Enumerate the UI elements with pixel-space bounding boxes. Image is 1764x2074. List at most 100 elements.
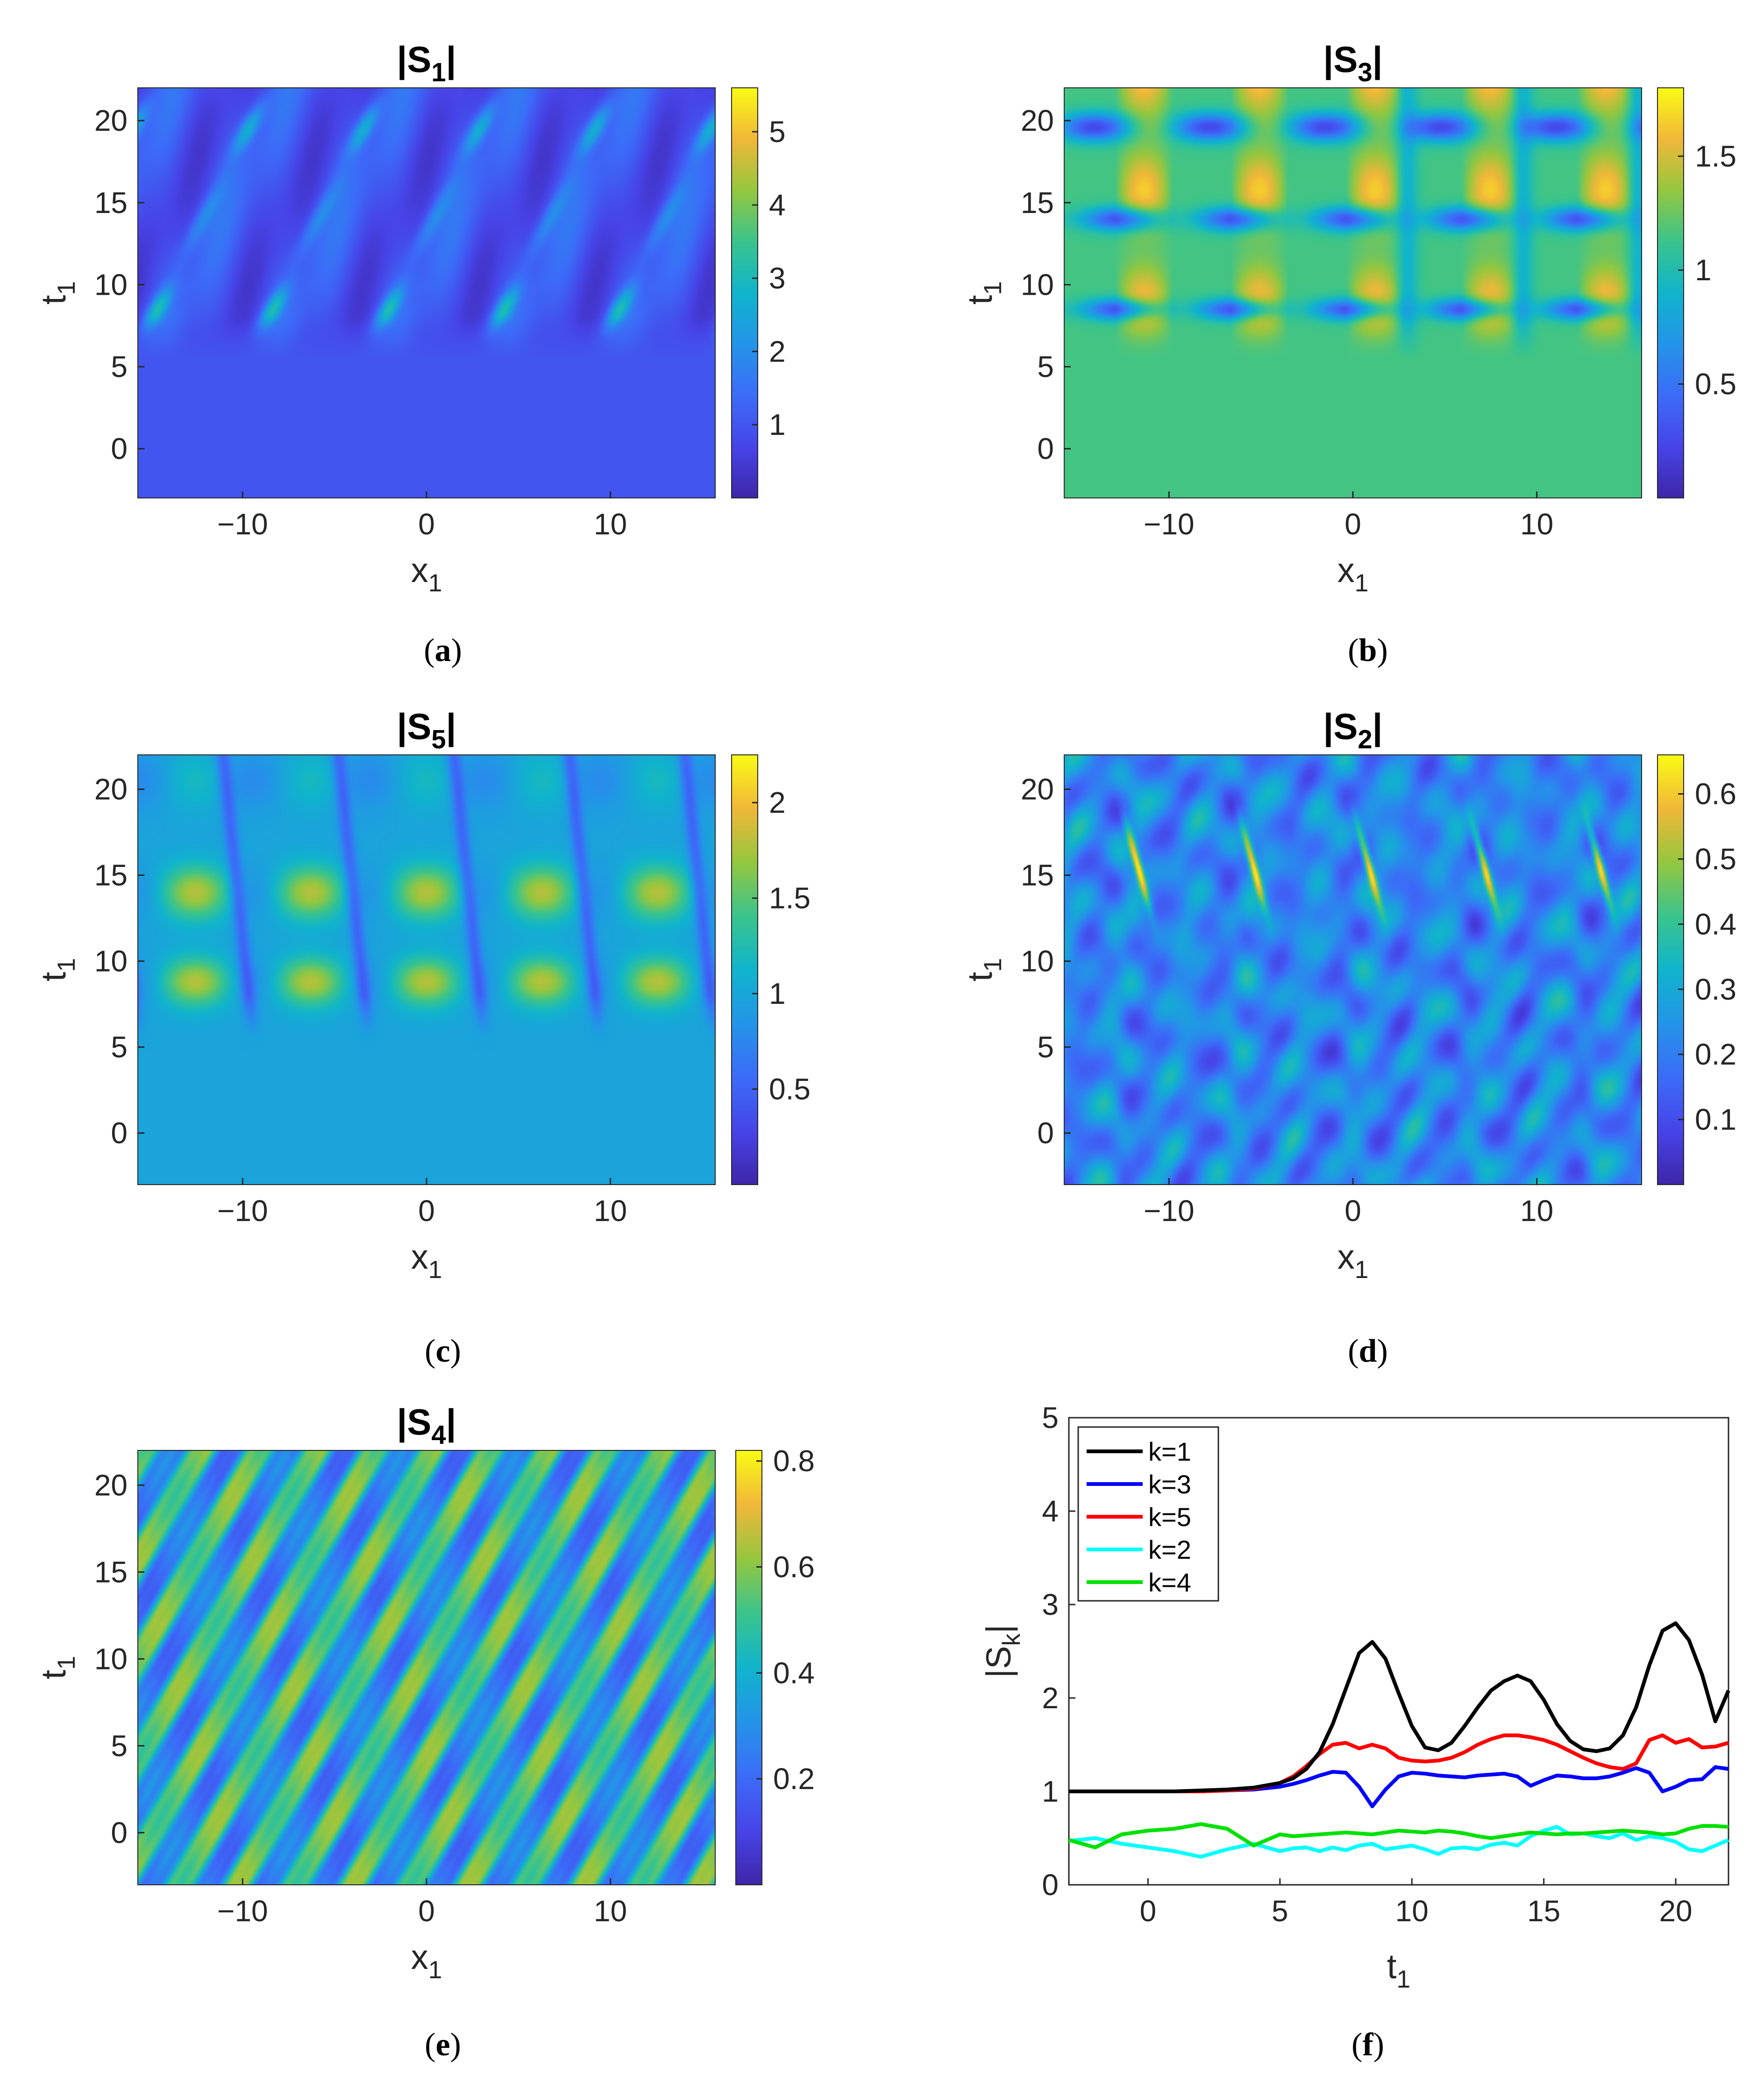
- y-axis-label: t1: [34, 958, 80, 981]
- panel-caption: (f): [1351, 2027, 1384, 2063]
- x-axis-label: x1: [1337, 551, 1369, 597]
- x-tick-label: 10: [594, 1894, 627, 1928]
- x-axis-label: x1: [411, 1237, 442, 1284]
- colorbar-tick-label: 0.6: [1695, 777, 1736, 811]
- x-tick-label: −10: [217, 1194, 268, 1228]
- colorbar: [735, 1450, 762, 1885]
- x-tick-label: 10: [594, 1194, 627, 1228]
- colorbar-tick-label: 0.8: [773, 1444, 815, 1478]
- y-tick-label: 10: [1021, 268, 1054, 301]
- colorbar-tick-label: 2: [769, 334, 786, 368]
- y-axis-label: t1: [960, 958, 1007, 981]
- y-tick-label: 5: [111, 350, 128, 384]
- colorbar-tick-label: 0.2: [773, 1762, 815, 1796]
- heatmap-image: [1064, 88, 1642, 498]
- colorbar-tick-label: 0.4: [773, 1656, 815, 1690]
- colorbar: [1657, 87, 1684, 498]
- x-tick-label: 10: [1395, 1894, 1429, 1928]
- x-tick-label: 10: [1520, 1194, 1553, 1228]
- x-axis-label: x1: [411, 551, 442, 597]
- colorbar: [731, 754, 758, 1185]
- y-tick-label: 15: [1021, 186, 1054, 220]
- x-tick-label: 20: [1659, 1894, 1692, 1928]
- x-tick-label: 0: [418, 1894, 435, 1928]
- y-tick-label: 15: [94, 186, 128, 220]
- y-tick-label: 20: [1021, 104, 1054, 137]
- panel-caption: (e): [425, 2027, 461, 2063]
- colorbar-tick-label: 0.5: [1695, 367, 1736, 401]
- colorbar-tick-label: 0.3: [1695, 973, 1736, 1006]
- y-tick-label: 0: [1037, 1116, 1054, 1150]
- y-axis-label: |Sk|: [979, 1625, 1025, 1678]
- y-tick-label: 0: [1042, 1868, 1059, 1902]
- colorbar-tick-label: 3: [769, 262, 786, 295]
- y-tick-label: 10: [94, 945, 128, 978]
- y-tick-label: 15: [1021, 859, 1054, 892]
- y-tick-label: 10: [94, 1642, 128, 1676]
- heatmap-panel-d: −10 0 10 0 5 10 15 20 0.1 0.2 0.3 0.4 0.5 0.6 |S2| x1 t1…: [960, 706, 1736, 1369]
- heatmap-image: [138, 1450, 715, 1885]
- legend-label: k=4: [1148, 1568, 1191, 1597]
- y-tick-label: 15: [94, 859, 128, 892]
- colorbar-tick-label: 0.1: [1695, 1103, 1736, 1136]
- x-tick-label: 0: [418, 507, 435, 541]
- y-tick-label: 5: [111, 1729, 128, 1762]
- y-tick-label: 0: [111, 432, 128, 466]
- x-axis-label: x1: [1337, 1237, 1369, 1284]
- y-tick-label: 20: [94, 1468, 128, 1502]
- colorbar-tick-label: 5: [769, 115, 786, 149]
- panel-title: |S1|: [397, 39, 456, 87]
- y-tick-label: 10: [1021, 945, 1054, 978]
- x-tick-label: 5: [1272, 1894, 1288, 1928]
- x-tick-label: 0: [1344, 507, 1361, 541]
- legend-box: [1077, 1426, 1219, 1602]
- x-tick-label: −10: [217, 507, 268, 541]
- y-tick-label: 5: [1037, 1030, 1054, 1064]
- x-axis-label: x1: [411, 1938, 442, 1984]
- colorbar-tick-label: 1.5: [1695, 139, 1736, 173]
- legend-label: k=2: [1148, 1535, 1191, 1564]
- y-tick-label: 1: [1042, 1775, 1059, 1808]
- x-axis-label: t1: [1387, 1947, 1410, 1993]
- colorbar-tick-label: 1: [1695, 253, 1712, 287]
- heatmap-panel-c: −10 0 10 0 5 10 15 20 0.5 1 1.5 2 |S5| x1 t1 (c): [34, 706, 811, 1369]
- x-tick-label: −10: [217, 1894, 268, 1928]
- colorbar-tick-label: 2: [769, 786, 786, 819]
- heatmap-image: [138, 88, 715, 498]
- colorbar-tick-label: 0.5: [769, 1073, 811, 1106]
- y-tick-label: 2: [1042, 1681, 1059, 1715]
- legend: k=1 k=3 k=5 k=2 k=4: [1077, 1426, 1219, 1602]
- series-line-k=1: [1069, 1621, 1730, 1793]
- panel-caption: (c): [425, 1333, 461, 1369]
- panel-title: |S4|: [397, 1401, 456, 1449]
- series-line-k=4: [1068, 1822, 1729, 1849]
- x-tick-label: 0: [1140, 1894, 1157, 1928]
- y-axis-label: t1: [960, 281, 1007, 305]
- heatmap-image: [1064, 755, 1642, 1185]
- y-tick-label: 3: [1042, 1588, 1059, 1621]
- x-tick-label: 10: [1520, 507, 1553, 541]
- y-tick-label: 20: [94, 773, 128, 806]
- y-tick-label: 5: [111, 1030, 128, 1064]
- colorbar-tick-label: 0.5: [1695, 842, 1736, 876]
- legend-label: k=1: [1148, 1437, 1191, 1466]
- y-tick-label: 15: [94, 1555, 128, 1589]
- panel-title: |S3|: [1323, 39, 1383, 87]
- colorbar: [731, 87, 758, 498]
- heatmap-panel-b: −10 0 10 0 5 10 15 20 0.5 1 1.5 |S3| x1 t1 (b): [960, 39, 1736, 668]
- x-tick-label: 10: [594, 507, 627, 541]
- colorbar-tick-label: 4: [769, 188, 786, 222]
- legend-label: k=5: [1148, 1502, 1191, 1532]
- panel-caption: (d): [1348, 1333, 1388, 1369]
- colorbar-tick-label: 0.2: [1695, 1037, 1736, 1071]
- panel-caption: (b): [1348, 632, 1388, 668]
- y-axis-label: t1: [34, 1656, 80, 1679]
- panel-title: |S2|: [1323, 706, 1383, 754]
- heatmap-panel-e: −10 0 10 0 5 10 15 20 0.2 0.4 0.6 0.8 |S4| x1 t1 (e): [34, 1401, 815, 2063]
- y-axis-label: t1: [34, 281, 80, 305]
- heatmap-image: [138, 755, 715, 1185]
- heatmap-panel-a: −10 0 10 0 5 10 15 20 1 2 3 4 5 |S1| x1 t1 (a): [34, 39, 786, 668]
- x-tick-label: 15: [1527, 1894, 1560, 1928]
- panel-title: |S5|: [397, 706, 456, 754]
